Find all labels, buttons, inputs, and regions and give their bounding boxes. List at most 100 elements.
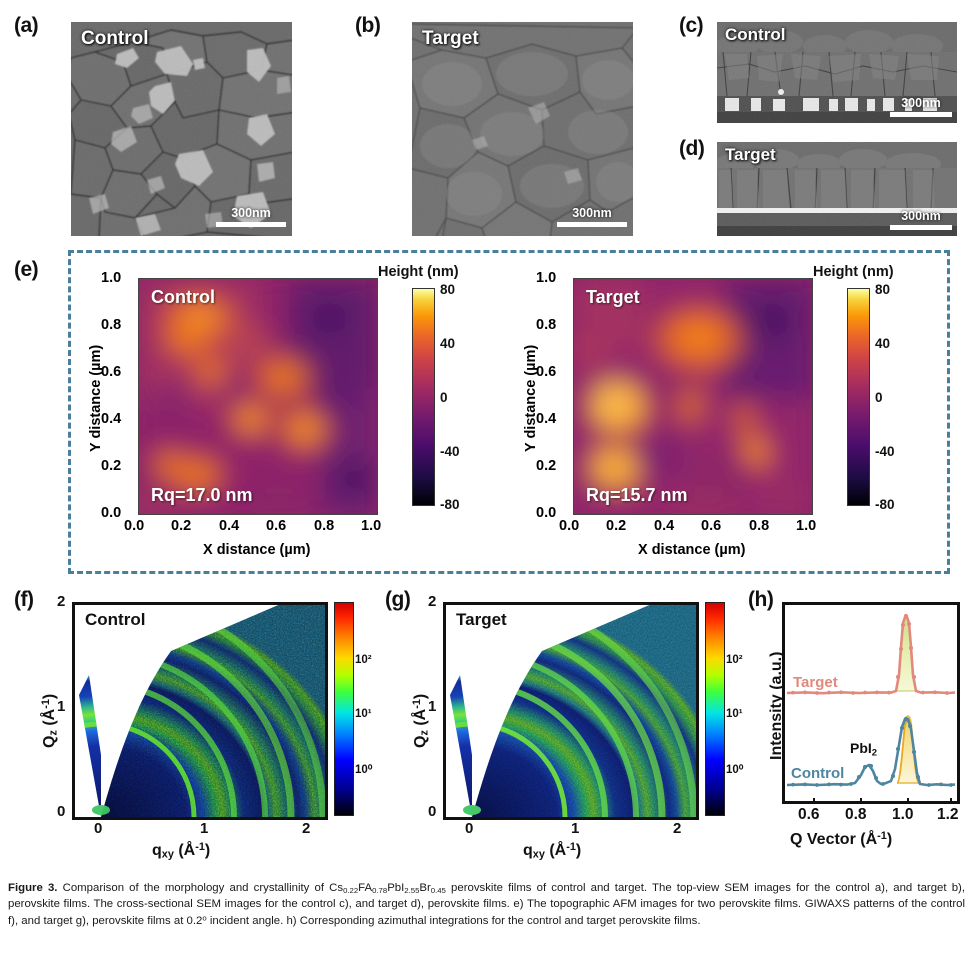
sem-grain-texture-b bbox=[412, 22, 633, 236]
panel-d-scalebar-text: 300nm bbox=[901, 208, 941, 223]
afm-target-cbar-tick-0: 0 bbox=[875, 390, 883, 405]
afm-target-colorbar bbox=[847, 288, 870, 506]
giwaxs-control-xlabel: qxy (Å-1) bbox=[152, 841, 211, 861]
afm-target-ytick-0.0: 0.0 bbox=[536, 505, 557, 521]
afm-control-ytick-0.8: 0.8 bbox=[101, 317, 122, 333]
giwaxs-control-colorbar bbox=[334, 602, 354, 816]
afm-target-cbar-tick-40: 40 bbox=[875, 336, 891, 351]
panel-b-scalebar: 300nm bbox=[557, 205, 627, 227]
panel-h-tickmark-1.0 bbox=[907, 798, 909, 804]
afm-control-xtick-0.8: 0.8 bbox=[314, 518, 335, 534]
giwaxs-target-xtick-2: 2 bbox=[673, 820, 682, 837]
panel-b-scalebar-line bbox=[557, 222, 627, 227]
afm-control-ytick-0.6: 0.6 bbox=[101, 364, 122, 380]
panel-h-tickmark-0.6 bbox=[813, 798, 815, 804]
afm-control-cbar-tick-80: 80 bbox=[440, 282, 456, 297]
panel-g-letter: (g) bbox=[385, 588, 411, 611]
giwaxs-target-cbar-tick-100: 10² bbox=[726, 654, 743, 666]
afm-target-ytick-0.4: 0.4 bbox=[536, 411, 557, 427]
panel-h-xlabel: Q Vector (Å-1) bbox=[790, 830, 893, 848]
panel-h-tickmark-1.2 bbox=[950, 798, 952, 804]
panel-h-plot: Target Control PbI2 bbox=[782, 602, 960, 804]
panel-b-letter: (b) bbox=[355, 14, 381, 37]
figure-caption: Figure 3. Comparison of the morphology a… bbox=[8, 880, 965, 929]
afm-control-colorbar-title: Height (nm) bbox=[378, 264, 459, 280]
panel-h-control-label: Control bbox=[791, 765, 845, 782]
giwaxs-control-xtick-2: 2 bbox=[302, 820, 311, 837]
sem-crosssection-texture-d bbox=[717, 142, 957, 236]
afm-control-cbar-tick-0: 0 bbox=[440, 390, 448, 405]
afm-control-image: Control Rq=17.0 nm bbox=[127, 278, 383, 523]
giwaxs-control-ylabel: Qz (Å-1) bbox=[40, 693, 60, 748]
giwaxs-target-image: Target bbox=[443, 602, 699, 820]
giwaxs-target-colorbar bbox=[705, 602, 725, 816]
afm-target-xtick-0.2: 0.2 bbox=[606, 518, 627, 534]
afm-target-cbar-tick-neg80: -80 bbox=[875, 497, 895, 512]
figure-number: Figure 3. bbox=[8, 882, 58, 894]
panel-d-letter: (d) bbox=[679, 137, 705, 160]
afm-target-ylabel: Y distance (µm) bbox=[523, 344, 539, 452]
giwaxs-target-xtick-0: 0 bbox=[465, 820, 474, 837]
panel-e-letter: (e) bbox=[14, 258, 39, 281]
afm-target-cbar-tick-neg40: -40 bbox=[875, 444, 895, 459]
afm-control-xtick-1.0: 1.0 bbox=[361, 518, 382, 534]
afm-control-cbar-tick-neg40: -40 bbox=[440, 444, 460, 459]
panel-d-overlay-label: Target bbox=[725, 145, 776, 164]
panel-c-scalebar-line bbox=[890, 112, 952, 117]
giwaxs-target-cbar-tick-1: 10⁰ bbox=[726, 764, 744, 776]
panel-h-xtick-1.0: 1.0 bbox=[892, 806, 914, 823]
afm-target-rq: Rq=15.7 nm bbox=[586, 485, 688, 505]
afm-control-ytick-0.4: 0.4 bbox=[101, 411, 122, 427]
afm-control-colorbar bbox=[412, 288, 435, 506]
afm-control-xlabel: X distance (µm) bbox=[203, 542, 311, 558]
giwaxs-target-cbar-tick-10: 10¹ bbox=[726, 708, 743, 720]
azimuthal-integration-curves bbox=[785, 605, 957, 801]
afm-control-ytick-1.0: 1.0 bbox=[101, 270, 122, 286]
panel-h-xtick-0.8: 0.8 bbox=[845, 806, 867, 823]
panel-b-sem-image: Target 300nm bbox=[412, 22, 633, 236]
giwaxs-control-image: Control bbox=[72, 602, 328, 820]
panel-d-scalebar-line bbox=[890, 225, 952, 230]
panel-a-scalebar-text: 300nm bbox=[231, 205, 271, 220]
afm-target-xtick-0.0: 0.0 bbox=[559, 518, 580, 534]
panel-a-scalebar-line bbox=[216, 222, 286, 227]
afm-control-cbar-tick-40: 40 bbox=[440, 336, 456, 351]
giwaxs-control-ytick-1: 1 bbox=[57, 698, 66, 715]
afm-control-xtick-0.4: 0.4 bbox=[219, 518, 240, 534]
panel-d-sem-image: Target 300nm bbox=[717, 142, 957, 236]
giwaxs-control-pattern bbox=[75, 605, 325, 817]
giwaxs-control-label: Control bbox=[85, 610, 146, 629]
afm-target-xlabel: X distance (µm) bbox=[638, 542, 746, 558]
afm-control-cbar-tick-neg80: -80 bbox=[440, 497, 460, 512]
giwaxs-control-xtick-0: 0 bbox=[94, 820, 103, 837]
afm-target-image: Target Rq=15.7 nm bbox=[570, 278, 814, 523]
afm-control-ytick-0.0: 0.0 bbox=[101, 505, 122, 521]
sem-crosssection-texture-c bbox=[717, 22, 957, 123]
panel-h-pbi2-annotation: PbI2 bbox=[850, 740, 878, 759]
panel-h-ylabel: Intensity (a.u.) bbox=[768, 651, 785, 760]
panel-a-sem-image: Control 300nm bbox=[71, 22, 292, 236]
giwaxs-target-ytick-2: 2 bbox=[428, 593, 437, 610]
panel-h-tickmark-0.8 bbox=[860, 798, 862, 804]
sem-grain-texture-a bbox=[71, 22, 292, 236]
giwaxs-target-ytick-1: 1 bbox=[428, 698, 437, 715]
panel-b-scalebar-text: 300nm bbox=[572, 205, 612, 220]
panel-f-letter: (f) bbox=[14, 588, 34, 611]
panel-c-scalebar: 300nm bbox=[890, 96, 952, 117]
giwaxs-target-xtick-1: 1 bbox=[571, 820, 580, 837]
afm-target-xtick-0.6: 0.6 bbox=[701, 518, 722, 534]
panel-c-letter: (c) bbox=[679, 14, 704, 37]
panel-h-target-label: Target bbox=[793, 674, 838, 691]
panel-h-xtick-1.2: 1.2 bbox=[937, 806, 959, 823]
afm-target-ytick-0.2: 0.2 bbox=[536, 458, 557, 474]
giwaxs-control-cbar-tick-100: 10² bbox=[355, 654, 372, 666]
afm-target-ytick-0.6: 0.6 bbox=[536, 364, 557, 380]
afm-target-colorbar-title: Height (nm) bbox=[813, 264, 894, 280]
giwaxs-target-xlabel: qxy (Å-1) bbox=[523, 841, 582, 861]
afm-control-xtick-0.2: 0.2 bbox=[171, 518, 192, 534]
giwaxs-target-ytick-0: 0 bbox=[428, 803, 437, 820]
afm-control-xtick-0.0: 0.0 bbox=[124, 518, 145, 534]
panel-a-scalebar: 300nm bbox=[216, 205, 286, 227]
afm-target-ytick-1.0: 1.0 bbox=[536, 270, 557, 286]
giwaxs-control-cbar-tick-1: 10⁰ bbox=[355, 764, 373, 776]
